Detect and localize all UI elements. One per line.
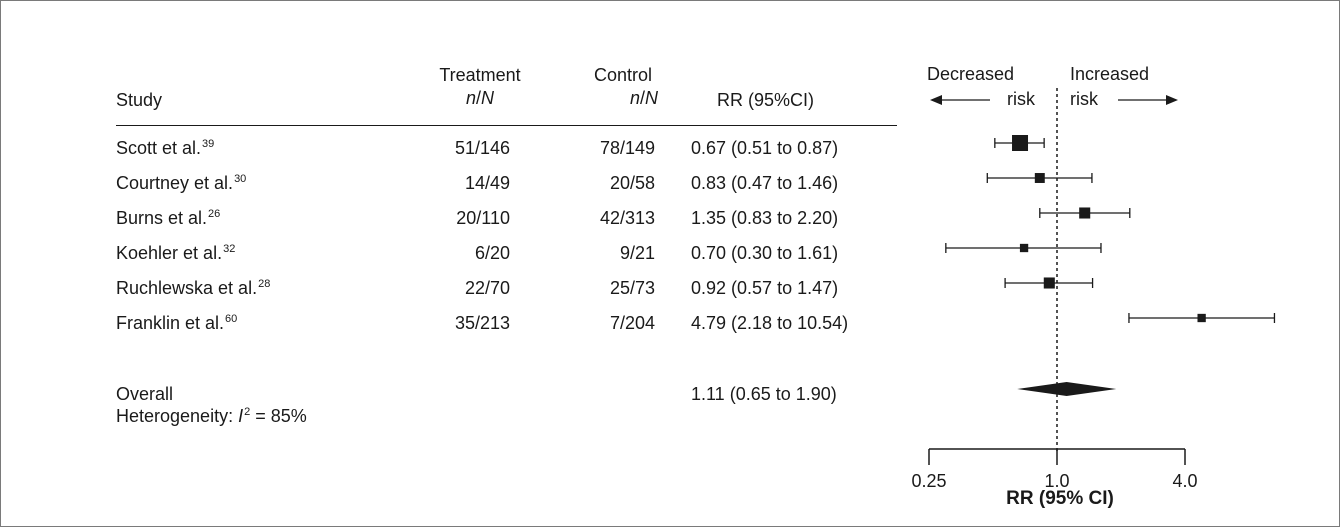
x-axis-title: RR (95% CI) — [1006, 488, 1114, 509]
point-estimate-6 — [1197, 313, 1206, 323]
study-treatment-3: 20/110 — [456, 208, 510, 228]
point-estimate-4 — [1019, 243, 1029, 253]
study-rr-4: 0.70 (0.30 to 1.61) — [691, 243, 839, 263]
arrow-right-head — [1166, 95, 1178, 105]
study-name-3: Burns et al.26 — [116, 208, 221, 228]
study-name-1: Scott et al.39 — [116, 138, 215, 158]
study-control-1: 78/149 — [599, 138, 655, 158]
overall-diamond — [1017, 382, 1117, 396]
overall-rr: 1.11 (0.65 to 1.90) — [691, 384, 837, 404]
study-control-5: 25/73 — [609, 278, 655, 298]
overall-label: Overall — [116, 384, 174, 404]
study-rr-1: 0.67 (0.51 to 0.87) — [691, 138, 839, 158]
header-treatment-sub: n/N — [465, 88, 495, 108]
study-treatment-6: 35/213 — [454, 313, 510, 333]
point-estimate-5 — [1043, 277, 1055, 289]
arrow-left-head — [930, 95, 942, 105]
header-control-sub: n/N — [629, 88, 658, 108]
study-control-4: 9/21 — [619, 243, 655, 263]
study-treatment-4: 6/20 — [474, 243, 510, 263]
study-rr-6: 4.79 (2.18 to 10.54) — [691, 313, 849, 333]
x-tick-label-2: 1.0 — [1044, 471, 1069, 491]
header-control: Control — [593, 65, 653, 85]
study-name-4: Koehler et al.32 — [116, 243, 236, 263]
direction-left-bottom: risk — [1007, 89, 1035, 109]
study-treatment-5: 22/70 — [464, 278, 510, 298]
point-estimate-1 — [1012, 135, 1029, 151]
x-tick-label-3: 4.0 — [1172, 471, 1197, 491]
study-control-2: 20/58 — [609, 173, 655, 193]
study-treatment-2: 14/49 — [464, 173, 510, 193]
heterogeneity-label: Heterogeneity: I2 = 85% — [116, 406, 307, 426]
header-rule — [116, 125, 897, 126]
study-control-3: 42/313 — [599, 208, 655, 228]
direction-left-top: Decreased — [927, 64, 1015, 84]
study-name-5: Ruchlewska et al.28 — [116, 278, 271, 298]
header-study: Study — [116, 90, 163, 110]
study-name-6: Franklin et al.60 — [116, 313, 238, 333]
header-rr: RR (95%CI) — [717, 90, 815, 110]
direction-right-bottom: risk — [1070, 89, 1098, 109]
point-estimate-3 — [1079, 207, 1091, 219]
study-name-2: Courtney et al.30 — [116, 173, 247, 193]
study-rr-3: 1.35 (0.83 to 2.20) — [691, 208, 839, 228]
point-estimate-2 — [1034, 173, 1045, 183]
direction-right-top: Increased — [1070, 64, 1150, 84]
header-treatment: Treatment — [439, 65, 521, 85]
study-treatment-1: 51/146 — [454, 138, 510, 158]
study-rr-2: 0.83 (0.47 to 1.46) — [691, 173, 839, 193]
study-rr-5: 0.92 (0.57 to 1.47) — [691, 278, 839, 298]
x-tick-label-1: 0.25 — [911, 471, 946, 491]
study-control-6: 7/204 — [609, 313, 655, 333]
